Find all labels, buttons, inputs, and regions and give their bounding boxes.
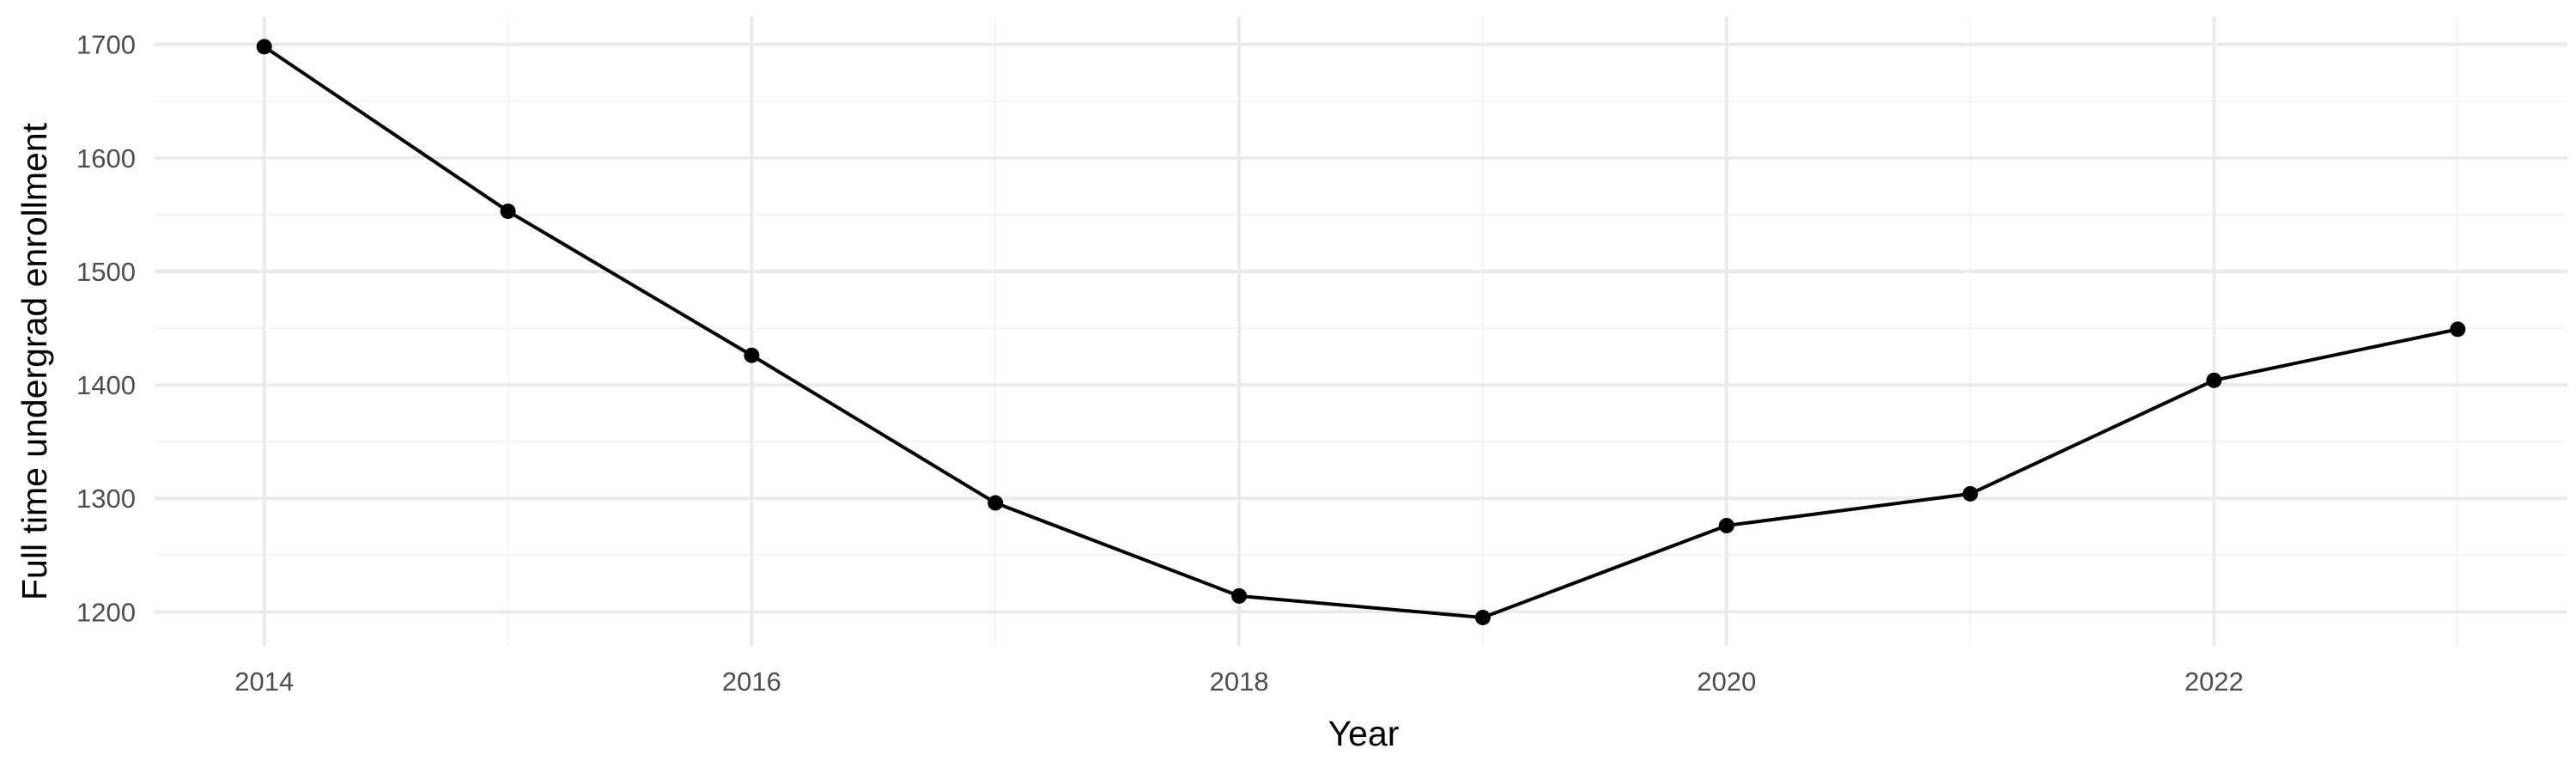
data-point [1718, 517, 1735, 533]
data-point [987, 495, 1004, 511]
data-point [1962, 485, 1978, 502]
y-tick-label: 1300 [76, 484, 136, 514]
minor-gridlines [155, 17, 2567, 646]
x-tick-label: 2016 [722, 666, 781, 697]
y-tick-label: 1500 [76, 257, 136, 287]
data-point [500, 203, 516, 219]
y-tick-label: 1600 [76, 143, 136, 173]
y-axis-tick-labels: 1200 1300 1400 1500 1600 1700 [76, 30, 136, 628]
x-tick-label: 2014 [234, 666, 294, 697]
data-point [2450, 321, 2466, 338]
x-tick-label: 2022 [2184, 666, 2244, 697]
data-point [1474, 609, 1491, 625]
data-point [1231, 587, 1248, 604]
y-tick-label: 1700 [76, 30, 136, 60]
y-axis-title: Full time undergrad enrollment [15, 122, 54, 600]
y-tick-label: 1400 [76, 370, 136, 400]
x-tick-label: 2018 [1210, 666, 1269, 697]
x-axis-tick-labels: 2014 2016 2018 2020 2022 [234, 666, 2244, 697]
y-tick-label: 1200 [76, 597, 136, 627]
data-point [256, 39, 272, 55]
series [256, 39, 2466, 625]
data-point [744, 347, 760, 363]
data-point [2206, 372, 2222, 388]
major-gridlines [155, 17, 2567, 646]
x-axis-title: Year [1328, 714, 1400, 753]
x-tick-label: 2020 [1697, 666, 1756, 697]
series-line [263, 45, 2458, 619]
